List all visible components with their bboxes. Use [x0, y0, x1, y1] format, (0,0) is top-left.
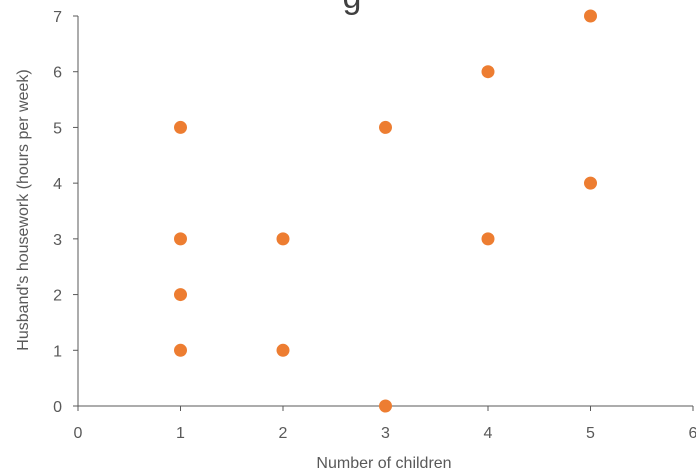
x-tick-label: 0: [74, 425, 83, 442]
data-point: [174, 120, 187, 134]
y-tick-label: 4: [53, 176, 62, 193]
data-point: [379, 399, 392, 413]
y-axis: 0 1 2 3 4 5 6 7: [53, 9, 79, 416]
data-point: [584, 176, 597, 190]
x-tick-label: 6: [689, 425, 696, 442]
x-tick-label: 4: [484, 425, 493, 442]
chart-title: g: [343, 0, 362, 16]
x-tick-label: 3: [381, 425, 390, 442]
y-tick-label: 6: [53, 65, 62, 82]
data-point: [584, 9, 597, 23]
y-axis-title: Husband's housework (hours per week): [15, 69, 32, 350]
data-point: [174, 288, 187, 302]
x-tick-label: 2: [279, 425, 288, 442]
y-tick-label: 5: [53, 120, 62, 137]
y-tick-label: 1: [53, 343, 62, 360]
y-tick-label: 0: [53, 399, 62, 416]
data-point: [276, 343, 290, 357]
data-point: [481, 232, 495, 246]
x-tick-label: 5: [586, 425, 595, 442]
data-point: [379, 120, 392, 134]
data-point: [174, 343, 187, 357]
y-tick-label: 2: [53, 288, 62, 305]
data-point: [276, 232, 290, 246]
x-axis-title: Number of children: [316, 455, 451, 471]
x-tick-label: 1: [176, 425, 185, 442]
y-tick-label: 3: [53, 232, 62, 249]
data-point: [174, 232, 187, 246]
y-tick-label: 7: [53, 9, 62, 26]
data-point: [481, 65, 495, 79]
data-points: [174, 9, 597, 413]
